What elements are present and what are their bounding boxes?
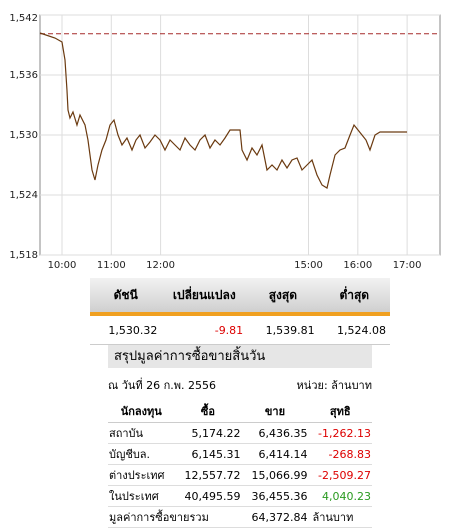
cell: ต่างประเทศ [108, 464, 175, 486]
row: บัญชีบล. 6,145.31 6,414.14 -268.83 [108, 443, 372, 465]
summary-table: นักลงทุน ซื้อ ขาย สุทธิ สถาบัน 5,174.22 6,… [108, 400, 372, 528]
header-cell: สูงสุด [247, 278, 319, 316]
date-line: ณ วันที่ 26 ก.พ. 2556 หน่วย: ล้านบาท [108, 376, 372, 394]
header-cell: ต่ำสุด [318, 278, 390, 316]
unit: หน่วย: ล้านบาท [296, 379, 372, 392]
cell: ล้านบาท [308, 506, 372, 528]
total-row: มูลค่าการซื้อขายรวม 64,372.84 ล้านบาท [108, 506, 372, 528]
cell: ในประเทศ [108, 485, 175, 507]
summary-title: สรุปมูลค่าการซื้อขายสิ้นวัน [108, 345, 372, 368]
value-row: 1,530.32 -9.81 1,539.81 1,524.08 [90, 314, 390, 345]
cell: มูลค่าการซื้อขายรวม [108, 506, 242, 528]
cell: สถาบัน [108, 422, 175, 444]
x-tick-label: 16:00 [343, 260, 372, 271]
cell: 1,530.32 [90, 314, 162, 345]
x-tick-label: 11:00 [97, 260, 126, 271]
cell: 36,455.36 [241, 485, 309, 507]
cell: 12,557.72 [174, 464, 242, 486]
summary: สรุปมูลค่าการซื้อขายสิ้นวัน ณ วันที่ 26 … [108, 345, 372, 528]
y-tick-label: 1,542 [9, 13, 38, 24]
cell: 4,040.23 [308, 485, 372, 507]
cell: 6,436.35 [241, 422, 309, 444]
cell: -9.81 [161, 314, 248, 345]
header-row: นักลงทุน ซื้อ ขาย สุทธิ [108, 400, 372, 423]
cell: 6,414.14 [241, 443, 309, 465]
y-tick-label: 1,530 [9, 130, 38, 141]
row: ต่างประเทศ 12,557.72 15,066.99 -2,509.27 [108, 464, 372, 486]
header-cell: สุทธิ [308, 400, 372, 423]
cell: 64,372.84 [241, 506, 309, 528]
header-cell: เปลี่ยนแปลง [161, 278, 248, 316]
header-cell: ซื้อ [174, 400, 242, 423]
cell: 1,524.08 [318, 314, 390, 345]
row: ในประเทศ 40,495.59 36,455.36 4,040.23 [108, 485, 372, 507]
y-tick-label: 1,524 [9, 190, 38, 201]
cell: 40,495.59 [174, 485, 242, 507]
x-tick-label: 10:00 [48, 260, 77, 271]
header-row: ดัชนี เปลี่ยนแปลง สูงสุด ต่ำสุด [90, 278, 390, 316]
header-cell: นักลงทุน [108, 400, 175, 423]
chart: 1,518 1,524 1,530 1,536 1,542 10:00 11:00 12:00… [9, 13, 441, 271]
header-cell: ดัชนี [90, 278, 162, 316]
x-tick-label: 12:00 [146, 260, 175, 271]
date: ณ วันที่ 26 ก.พ. 2556 [108, 379, 217, 392]
cell: 1,539.81 [247, 314, 319, 345]
header-cell: ขาย [241, 400, 309, 423]
cell: 6,145.31 [174, 443, 242, 465]
y-tick-label: 1,518 [9, 250, 38, 261]
x-tick-label: 15:00 [294, 260, 323, 271]
cell: 5,174.22 [174, 422, 242, 444]
y-tick-label: 1,536 [9, 70, 38, 81]
cell: 15,066.99 [241, 464, 309, 486]
row: สถาบัน 5,174.22 6,436.35 -1,262.13 [108, 422, 372, 444]
cell: -1,262.13 [308, 422, 372, 444]
index-line [39, 32, 408, 189]
index-table: ดัชนี เปลี่ยนแปลง สูงสุด ต่ำสุด 1,530.32… [90, 278, 390, 345]
x-tick-label: 17:00 [393, 260, 422, 271]
cell: -2,509.27 [308, 464, 372, 486]
cell: บัญชีบล. [108, 443, 175, 465]
cell: -268.83 [308, 443, 372, 465]
